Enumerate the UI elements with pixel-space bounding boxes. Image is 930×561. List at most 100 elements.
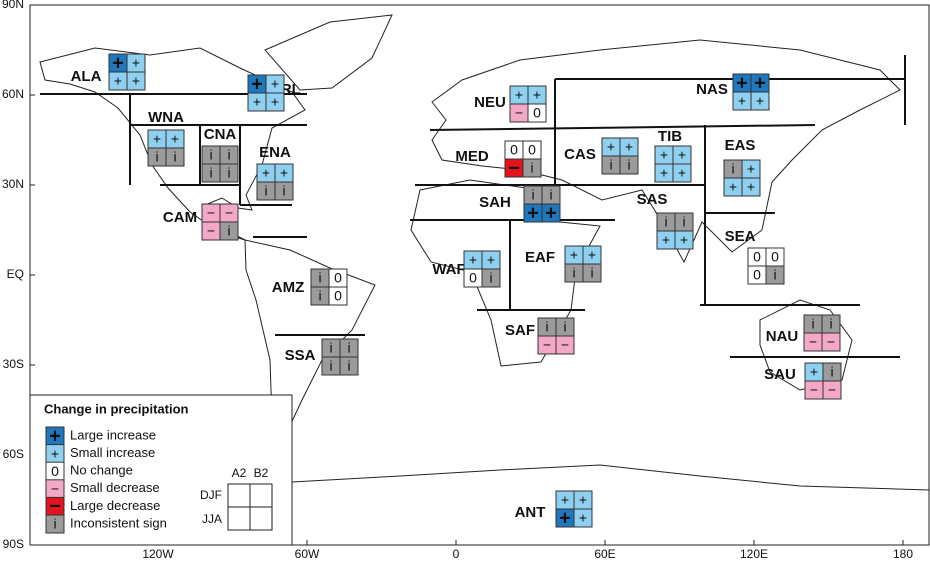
cell-symbol: + (49, 425, 61, 447)
cell-symbol: i (664, 214, 667, 230)
cell-symbol: + (678, 165, 686, 181)
legend-label: Inconsistent sign (70, 515, 167, 530)
cell-symbol: i (318, 288, 321, 304)
region-label: EAS (725, 137, 756, 154)
cell-symbol: i (227, 165, 230, 181)
cell-symbol: + (747, 161, 755, 177)
cell-symbol: i (347, 340, 350, 356)
cell (265, 92, 285, 112)
cell-symbol: + (736, 72, 748, 94)
cell (674, 230, 694, 250)
cell (328, 286, 348, 306)
cell-symbol: i (347, 358, 350, 374)
cell-symbol: + (607, 139, 615, 155)
cell-symbol: i (209, 147, 212, 163)
cell-symbol: + (625, 139, 633, 155)
cell (619, 155, 639, 175)
region-label: SEA (725, 228, 756, 245)
cell-symbol: 0 (533, 105, 541, 121)
cell-symbol: i (563, 319, 566, 335)
region-boundaries (40, 55, 906, 358)
cell-symbol: i (264, 183, 267, 199)
region-label: CNA (204, 126, 237, 143)
region-label: MED (455, 148, 489, 165)
cell (555, 335, 575, 355)
cell-symbol: i (530, 160, 533, 176)
legend-label: No change (70, 463, 133, 478)
region-label: AMZ (272, 279, 305, 296)
legend-label: Large increase (70, 427, 156, 442)
cell-symbol: − (207, 205, 215, 221)
cell-symbol: + (515, 87, 523, 103)
lat-label: EQ (7, 267, 24, 281)
cell-symbol: + (579, 492, 587, 508)
cell-symbol: i (318, 270, 321, 286)
cell-symbol: i (829, 316, 832, 332)
cell-symbol: + (570, 247, 578, 263)
cell-symbol: i (227, 147, 230, 163)
region-label: SAU (764, 366, 796, 383)
key-row: DJF (200, 488, 222, 502)
cell (822, 380, 842, 400)
region-label: CAS (564, 146, 596, 163)
cell-symbol: + (262, 165, 270, 181)
cell (126, 71, 146, 91)
cell (750, 91, 770, 111)
lat-label: 60S (3, 447, 24, 461)
cell-symbol: − (561, 337, 569, 353)
cell-symbol: − (515, 105, 523, 121)
cell-symbol: + (680, 232, 688, 248)
cell (541, 203, 561, 223)
cell-symbol: i (209, 165, 212, 181)
cell-symbol: + (271, 76, 279, 92)
cell-symbol: + (527, 202, 539, 224)
cell-symbol: 0 (753, 267, 761, 283)
cell-symbol: + (114, 73, 122, 89)
lon-label: 60E (594, 547, 615, 561)
cell (45, 514, 65, 534)
legend-label: Small decrease (70, 480, 160, 495)
cell-symbol: 0 (51, 463, 59, 479)
cell-symbol: + (251, 73, 263, 95)
region-label: EAF (525, 249, 555, 266)
cell-symbol: − (543, 337, 551, 353)
cell-symbol: + (561, 492, 569, 508)
cell-symbol: i (549, 187, 552, 203)
australia (759, 299, 853, 391)
cell-symbol: + (271, 94, 279, 110)
cell-symbol: + (662, 232, 670, 248)
cell-symbol: − (810, 382, 818, 398)
cell-symbol: 0 (334, 270, 342, 286)
region-label: SAF (505, 322, 535, 339)
cell-symbol: i (531, 187, 534, 203)
legend: Change in precipitation A2 B2 DJF JJA + L… (29, 394, 293, 546)
cell-symbol: i (489, 270, 492, 286)
region-label: WAF (432, 261, 465, 278)
cell-symbol: − (508, 157, 520, 179)
cell-symbol: i (282, 183, 285, 199)
cell-symbol: + (729, 179, 737, 195)
cell-symbol: i (590, 265, 593, 281)
region-label: TIB (658, 128, 682, 145)
eurasia (431, 39, 901, 264)
region-label: SAH (479, 194, 511, 211)
legend-label: Large decrease (70, 498, 160, 513)
lon-label: 120E (740, 547, 768, 561)
key-row: JJA (202, 512, 222, 526)
cell-symbol: + (754, 72, 766, 94)
cell-symbol: i (682, 214, 685, 230)
region-label: SAS (637, 191, 668, 208)
cell-symbol: i (227, 223, 230, 239)
cell-symbol: i (545, 319, 548, 335)
cell-symbol: i (609, 157, 612, 173)
lon-label: 180 (893, 547, 913, 561)
lat-label: 90S (3, 537, 24, 551)
lat-label: 30S (3, 357, 24, 371)
lon-label: 0 (453, 547, 460, 561)
cell-symbol: + (579, 510, 587, 526)
antarctica (291, 464, 930, 491)
cell-symbol: − (827, 334, 835, 350)
region-label: NAS (696, 81, 728, 98)
cell-symbol: + (660, 147, 668, 163)
